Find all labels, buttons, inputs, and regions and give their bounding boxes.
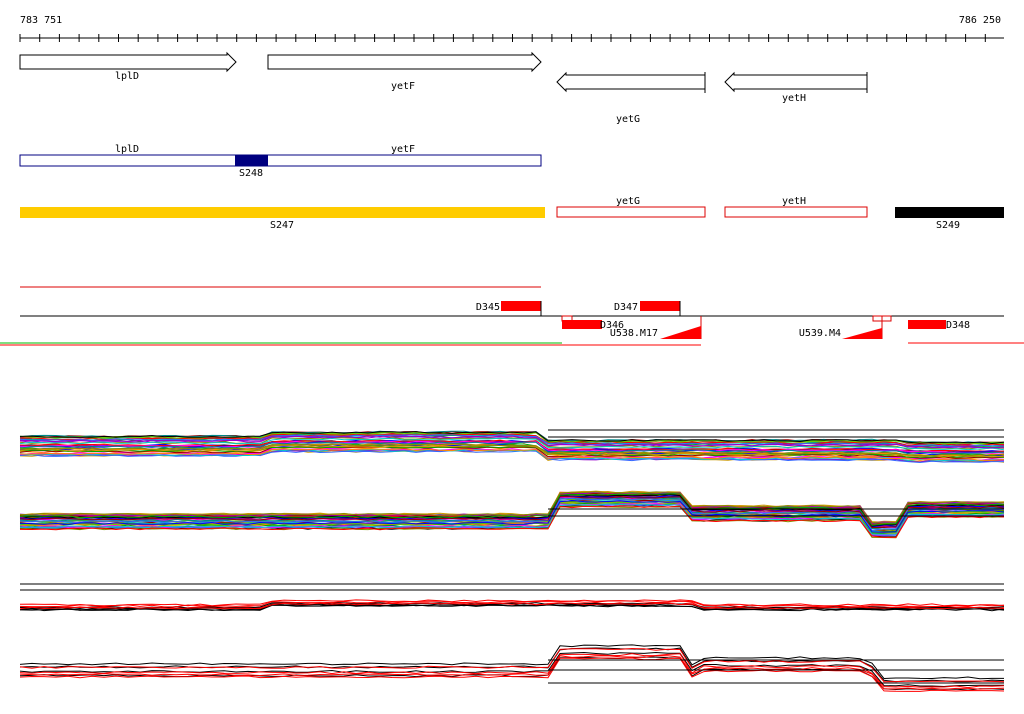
gene-arrow-yetG[interactable] (556, 71, 706, 93)
expression-trace (19, 491, 1005, 524)
segment-track: S247 yetG yetH S249 (20, 196, 1004, 231)
gene-label-yetF: yetF (391, 81, 415, 92)
operon-label-lplD: lplD (115, 144, 139, 155)
expression-trace (19, 433, 1005, 447)
expression-trace (19, 448, 1005, 461)
expression-trace (19, 431, 1005, 445)
segment-S249[interactable] (895, 207, 1004, 218)
expression-trace (19, 495, 1005, 528)
expression-trace (19, 499, 1005, 533)
expression-trace (19, 435, 1005, 449)
expression-trace (20, 443, 1005, 457)
gene-arrow-yetF[interactable] (267, 51, 542, 73)
feature-U538-ramp[interactable] (660, 326, 701, 339)
expression-trace (19, 437, 1005, 451)
coordinate-ruler: 783 751 786 250 (19, 15, 1004, 42)
expression-trace (19, 450, 1004, 464)
feature-D348[interactable] (908, 320, 946, 329)
gene-label-yetG: yetG (616, 114, 640, 125)
expression-trace (19, 644, 1004, 680)
operon-track: lplD yetF S248 (19, 144, 542, 179)
feature-track: D345 D347 D346 U538.M17 U539.M4 D348 (0, 286, 1024, 346)
segment-S247[interactable] (20, 207, 545, 218)
operon-label-yetF: yetF (391, 144, 415, 155)
expression-trace (19, 434, 1005, 447)
feature-D347[interactable] (640, 301, 680, 311)
feature-label-D346: D346 (600, 320, 624, 331)
segment-yetG[interactable] (556, 206, 706, 218)
expression-trace (19, 602, 1005, 610)
feature-label-D348: D348 (946, 320, 970, 331)
expression-profiles-middle (19, 490, 1005, 539)
expression-trace (19, 647, 1005, 683)
segment-label-yetG: yetG (616, 196, 640, 207)
feature-label-D347: D347 (614, 302, 638, 313)
expression-trace (19, 657, 1005, 692)
segment-yetH[interactable] (724, 206, 868, 218)
feature-label-U539: U539.M4 (799, 328, 841, 339)
ruler-ticks (19, 34, 986, 42)
expression-profiles-upper (19, 430, 1005, 464)
segment-label-S249: S249 (936, 220, 960, 231)
gene-label-lplD: lplD (115, 71, 139, 82)
feature-label-D345: D345 (476, 302, 500, 313)
gene-track (19, 51, 868, 93)
operon-box[interactable] (19, 154, 542, 167)
segment-S248[interactable] (235, 155, 268, 166)
segment-label-S248: S248 (239, 168, 263, 179)
gene-arrow-yetH[interactable] (724, 71, 868, 93)
gene-label-yetH: yetH (782, 93, 806, 104)
expression-trace (19, 599, 1005, 607)
segment-label-S247: S247 (270, 220, 294, 231)
expression-trace (19, 440, 1005, 454)
ruler-end-coordinate: 786 250 (959, 15, 1001, 26)
expression-trace (19, 653, 1005, 689)
feature-label-U538: U538.M17 (610, 328, 658, 339)
segment-label-yetH: yetH (782, 196, 806, 207)
expression-trace (19, 503, 1005, 535)
expression-trace (19, 655, 1005, 690)
expression-trace (19, 497, 1005, 531)
ruler-start-coordinate: 783 751 (20, 15, 62, 26)
expression-trace (19, 441, 1005, 455)
expression-trace (19, 505, 1005, 538)
expression-profiles-lower (19, 583, 1005, 692)
feature-D345[interactable] (501, 301, 541, 311)
feature-D346[interactable] (562, 320, 602, 329)
expression-trace (19, 495, 1005, 528)
gene-arrow-lplD[interactable] (19, 51, 237, 73)
feature-U539-ramp[interactable] (842, 328, 882, 339)
